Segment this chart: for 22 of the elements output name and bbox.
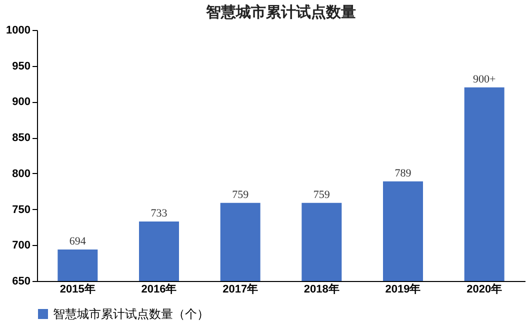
- y-tick-label: 800: [12, 168, 30, 180]
- text: 759: [313, 188, 330, 201]
- y-tick-label: 950: [12, 60, 30, 72]
- x-tick-label: 2016年: [141, 282, 177, 296]
- y-tick-label: 650: [12, 276, 30, 288]
- chart-title: 智慧城市累计试点数量: [205, 3, 356, 21]
- legend-label: 智慧城市累计试点数量（个）: [53, 307, 209, 321]
- y-tick-label: 1000: [6, 24, 30, 36]
- y-tick-label: 750: [12, 204, 30, 216]
- y-tick-label: 850: [12, 132, 30, 144]
- y-tick-label: 700: [12, 240, 30, 252]
- x-tick-label: 2018年: [304, 282, 340, 296]
- text: 733: [150, 207, 168, 220]
- y-tick-label: 900: [12, 96, 30, 108]
- text: 789: [394, 167, 412, 180]
- text: 694: [69, 235, 86, 248]
- x-tick-label: 2015年: [60, 282, 96, 296]
- x-tick-label: 2020年: [466, 282, 502, 296]
- x-tick-label: 2019年: [385, 282, 421, 296]
- text: 900+: [472, 73, 496, 86]
- text: 759: [232, 188, 249, 201]
- x-tick-label: 2017年: [222, 282, 258, 296]
